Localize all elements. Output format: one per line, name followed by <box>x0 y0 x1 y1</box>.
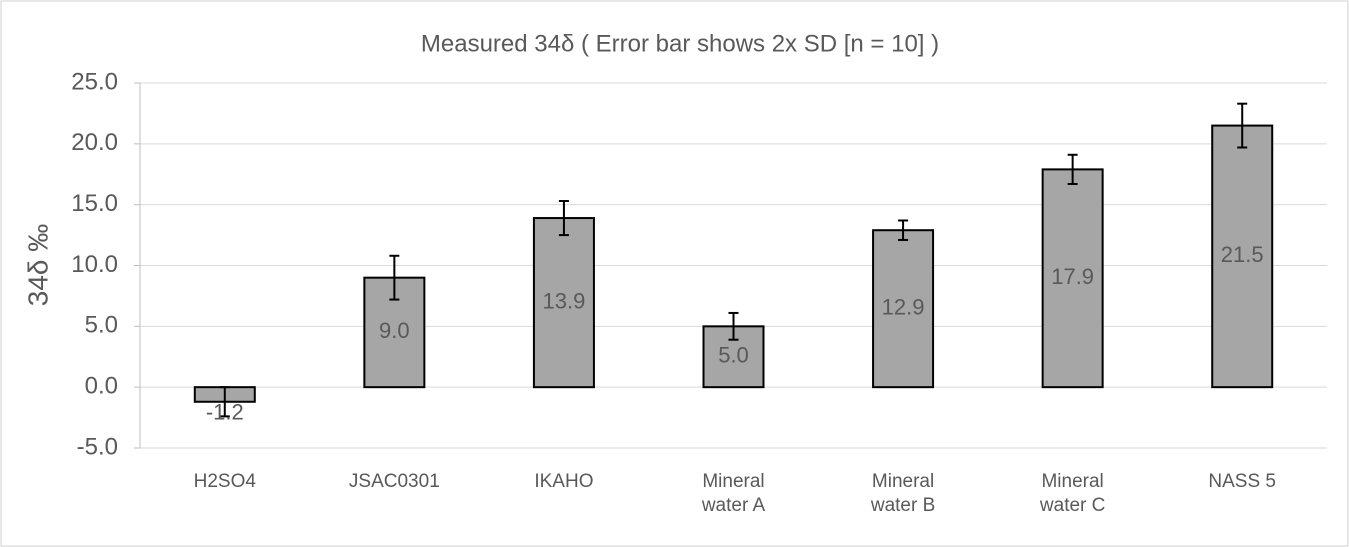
x-tick-label: JSAC0301 <box>348 471 440 492</box>
y-tick-label: 5.0 <box>85 312 118 339</box>
y-tick-label: 15.0 <box>71 190 118 217</box>
y-tick-label: 10.0 <box>71 251 118 278</box>
chart-title: Measured 34δ ( Error bar shows 2x SD [n … <box>421 30 939 57</box>
bar <box>1041 168 1104 389</box>
y-tick-label: 0.0 <box>85 373 118 400</box>
x-tick-label: Mineral water C <box>1039 471 1106 516</box>
y-tick-label: 25.0 <box>71 68 118 95</box>
value-label: 21.5 <box>1221 242 1264 267</box>
x-tick-label: Mineral water B <box>870 471 936 516</box>
value-label: 12.9 <box>882 295 925 320</box>
value-label: 5.0 <box>718 343 749 368</box>
x-tick-label: Mineral water A <box>701 471 766 516</box>
bar <box>1211 124 1274 389</box>
y-tick-label: -5.0 <box>77 433 118 460</box>
y-tick-label: 20.0 <box>71 129 118 156</box>
value-label: 9.0 <box>379 318 410 343</box>
y-axis-label: 34δ ‰ <box>22 224 53 307</box>
value-label: -1.2 <box>206 400 244 425</box>
value-label: 13.9 <box>543 288 586 313</box>
bar <box>872 229 935 389</box>
x-tick-label: NASS 5 <box>1208 471 1276 492</box>
x-tick-label: IKAHO <box>534 471 594 492</box>
value-label: 17.9 <box>1051 264 1094 289</box>
x-tick-label: H2SO4 <box>193 471 256 492</box>
